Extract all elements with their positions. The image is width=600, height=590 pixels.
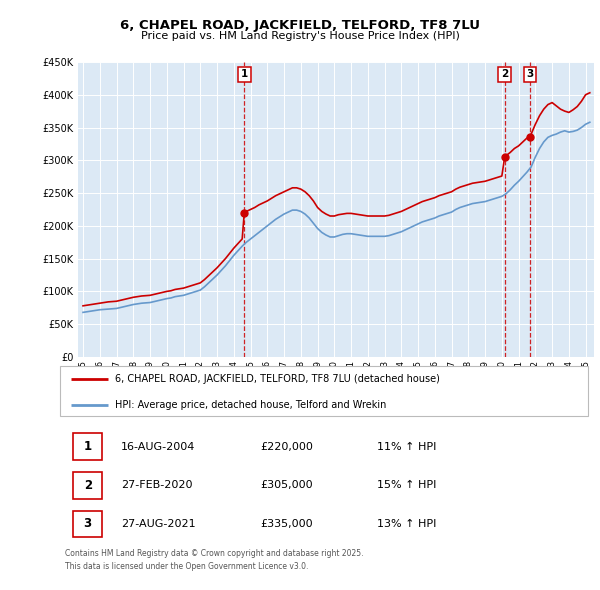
FancyBboxPatch shape — [73, 511, 102, 537]
Text: £305,000: £305,000 — [260, 480, 313, 490]
FancyBboxPatch shape — [73, 433, 102, 460]
Text: Price paid vs. HM Land Registry's House Price Index (HPI): Price paid vs. HM Land Registry's House … — [140, 31, 460, 41]
Text: 1: 1 — [83, 440, 92, 453]
Text: 2: 2 — [501, 70, 508, 79]
Text: 6, CHAPEL ROAD, JACKFIELD, TELFORD, TF8 7LU (detached house): 6, CHAPEL ROAD, JACKFIELD, TELFORD, TF8 … — [115, 374, 440, 384]
Text: 3: 3 — [83, 517, 92, 530]
Text: 27-AUG-2021: 27-AUG-2021 — [121, 519, 196, 529]
Text: 3: 3 — [526, 70, 533, 79]
Text: 16-AUG-2004: 16-AUG-2004 — [121, 441, 195, 451]
Text: 6, CHAPEL ROAD, JACKFIELD, TELFORD, TF8 7LU: 6, CHAPEL ROAD, JACKFIELD, TELFORD, TF8 … — [120, 19, 480, 32]
Text: 15% ↑ HPI: 15% ↑ HPI — [377, 480, 436, 490]
Text: HPI: Average price, detached house, Telford and Wrekin: HPI: Average price, detached house, Telf… — [115, 400, 387, 410]
Text: £220,000: £220,000 — [260, 441, 314, 451]
FancyBboxPatch shape — [73, 472, 102, 499]
Text: 1: 1 — [241, 70, 248, 79]
Text: 11% ↑ HPI: 11% ↑ HPI — [377, 441, 436, 451]
Text: 2: 2 — [83, 478, 92, 492]
Text: 13% ↑ HPI: 13% ↑ HPI — [377, 519, 436, 529]
Text: £335,000: £335,000 — [260, 519, 313, 529]
Text: 27-FEB-2020: 27-FEB-2020 — [121, 480, 192, 490]
Text: Contains HM Land Registry data © Crown copyright and database right 2025.
This d: Contains HM Land Registry data © Crown c… — [65, 549, 364, 571]
